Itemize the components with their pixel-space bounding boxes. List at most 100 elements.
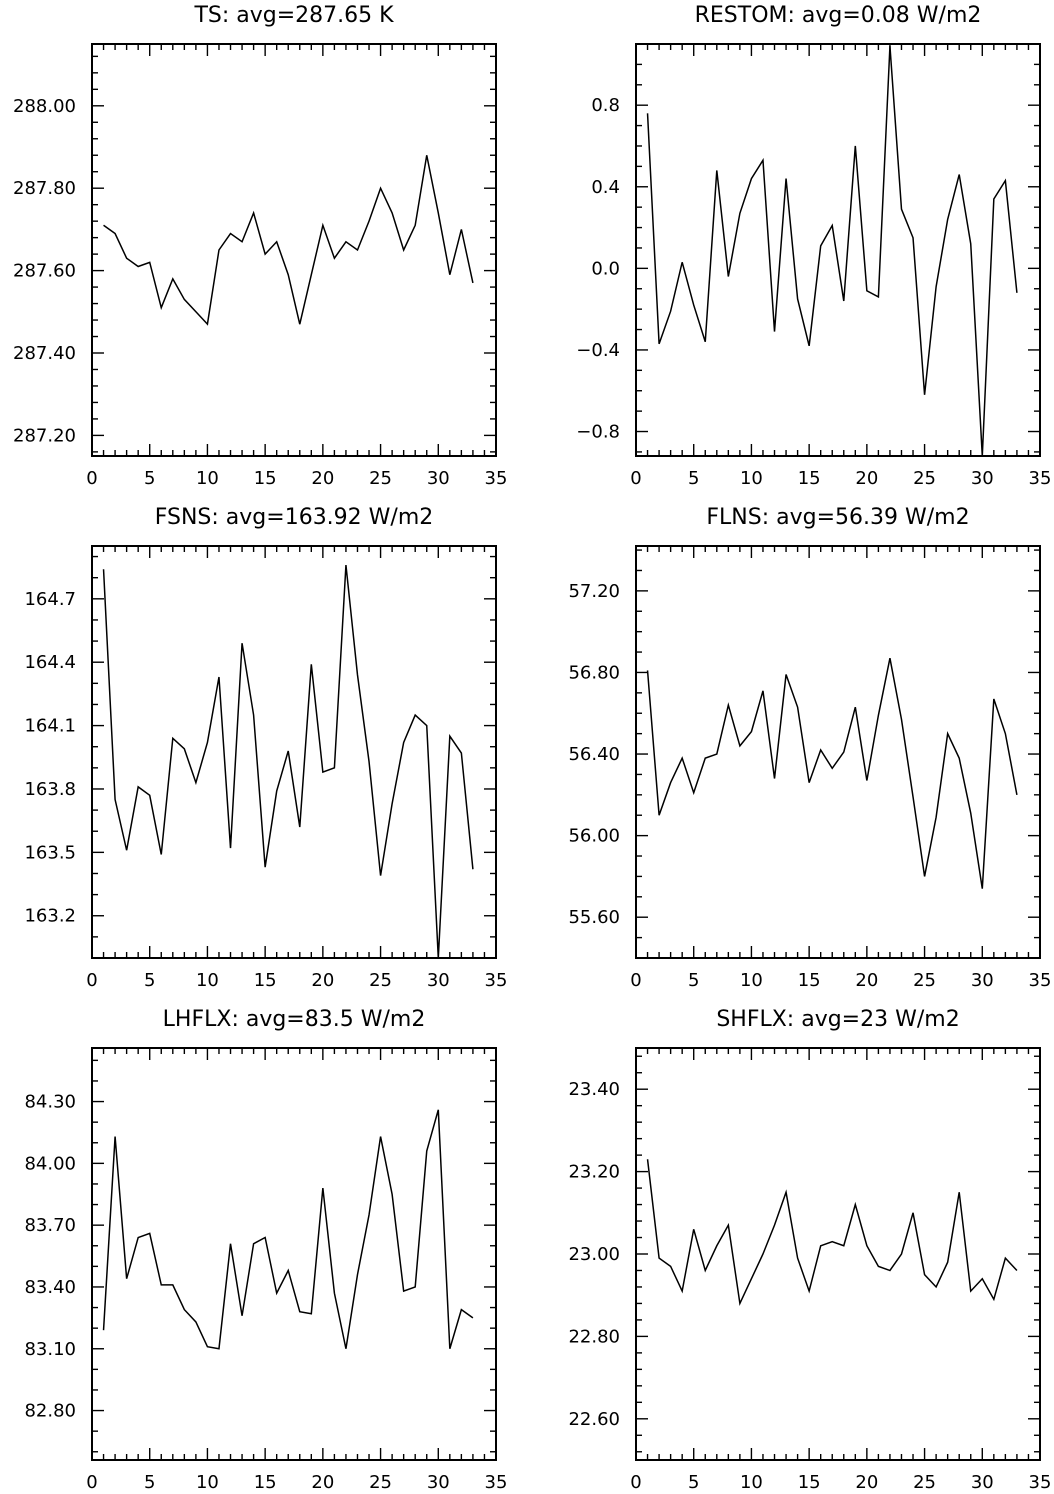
x-tick-label: 35: [1029, 468, 1052, 489]
plot-frame: [635, 1047, 1041, 1461]
y-tick-label: 23.40: [568, 1079, 620, 1100]
x-tick-label: 30: [427, 468, 450, 489]
x-tick-label: 10: [740, 970, 763, 991]
x-tick-label: 15: [798, 970, 821, 991]
plot-frame: [91, 545, 497, 959]
x-tick-label: 10: [196, 970, 219, 991]
x-tick-label: 25: [369, 1472, 392, 1493]
x-tick-label: 30: [971, 468, 994, 489]
x-tick-label: 10: [196, 1472, 219, 1493]
y-tick-label: 57.20: [568, 581, 620, 602]
y-tick-label: 22.60: [568, 1409, 620, 1430]
x-tick-label: 30: [427, 970, 450, 991]
x-tick-label: 10: [740, 468, 763, 489]
x-tick-label: 25: [913, 468, 936, 489]
series-line-0: [646, 45, 1018, 456]
y-tick-label: 84.00: [24, 1153, 76, 1174]
x-tick-label: 35: [1029, 1472, 1052, 1493]
x-tick-label: 0: [630, 1472, 641, 1493]
y-tick-label: −0.8: [576, 422, 620, 443]
y-tick-label: 22.80: [568, 1326, 620, 1347]
chart-panel-3: FLNS: avg=56.39 W/m2 0 5 10 15 20 25 30 35 55.60 5…: [568, 505, 1051, 991]
chart-title: FLNS: avg=56.39 W/m2: [706, 505, 969, 530]
y-tick-label: 0.4: [591, 177, 620, 198]
x-tick-label: 35: [485, 970, 508, 991]
x-tick-label: 10: [196, 468, 219, 489]
x-tick-label: 35: [485, 468, 508, 489]
x-tick-label: 5: [688, 1472, 699, 1493]
x-tick-label: 15: [254, 1472, 277, 1493]
y-tick-label: 287.60: [13, 261, 76, 282]
y-tick-label: −0.4: [576, 340, 620, 361]
x-tick-label: 20: [855, 468, 878, 489]
x-tick-label: 0: [86, 970, 97, 991]
x-tick-label: 5: [688, 970, 699, 991]
x-tick-label: 0: [86, 468, 97, 489]
x-tick-label: 25: [913, 1472, 936, 1493]
x-tick-label: 15: [798, 468, 821, 489]
y-tick-label: 164.7: [24, 589, 76, 610]
x-tick-label: 10: [740, 1472, 763, 1493]
x-tick-label: 15: [254, 970, 277, 991]
y-tick-label: 164.4: [24, 652, 76, 673]
x-tick-label: 35: [1029, 970, 1052, 991]
x-tick-label: 5: [144, 468, 155, 489]
plot-frame: [635, 545, 1041, 959]
x-tick-label: 0: [86, 1472, 97, 1493]
x-tick-label: 0: [630, 970, 641, 991]
series-line-0: [102, 564, 474, 958]
series-line-0: [646, 1159, 1018, 1307]
x-tick-label: 0: [630, 468, 641, 489]
y-tick-label: 163.5: [24, 842, 76, 863]
chart-panel-4: LHFLX: avg=83.5 W/m2 0 5 10 15 20 25 30 35 82.80 8…: [24, 1007, 507, 1493]
x-tick-label: 25: [369, 970, 392, 991]
x-tick-label: 20: [311, 468, 334, 489]
x-tick-label: 25: [913, 970, 936, 991]
chart-panel-0: TS: avg=287.65 K 0 5 10 15 20 25 30 35 287.20 287.…: [13, 3, 507, 489]
x-tick-label: 5: [144, 970, 155, 991]
y-tick-label: 287.40: [13, 343, 76, 364]
x-tick-label: 30: [971, 1472, 994, 1493]
series-line-0: [102, 1109, 474, 1350]
chart-panel-1: RESTOM: avg=0.08 W/m2 0 5 10 15 20 25 30 35 −0.8 −…: [576, 3, 1051, 489]
y-tick-label: 164.1: [24, 716, 76, 737]
plot-frame: [91, 43, 497, 457]
y-tick-label: 23.00: [568, 1244, 620, 1265]
series-line-0: [103, 155, 474, 326]
x-tick-label: 5: [144, 1472, 155, 1493]
x-tick-label: 5: [688, 468, 699, 489]
y-tick-label: 56.00: [568, 826, 620, 847]
x-tick-label: 30: [971, 970, 994, 991]
chart-panel-5: SHFLX: avg=23 W/m2 0 5 10 15 20 25 30 35 22.60 22.…: [568, 1007, 1051, 1493]
x-tick-label: 15: [798, 1472, 821, 1493]
chart-title: LHFLX: avg=83.5 W/m2: [163, 1007, 426, 1032]
chart-title: TS: avg=287.65 K: [193, 3, 394, 28]
x-tick-label: 20: [311, 970, 334, 991]
plot-frame: [635, 43, 1041, 457]
plot-frame: [91, 1047, 497, 1461]
y-tick-label: 56.40: [568, 744, 620, 765]
y-tick-label: 84.30: [24, 1092, 76, 1113]
y-tick-label: 82.80: [24, 1401, 76, 1422]
x-tick-label: 15: [254, 468, 277, 489]
y-tick-label: 56.80: [568, 662, 620, 683]
chart-title: RESTOM: avg=0.08 W/m2: [695, 3, 982, 28]
x-tick-label: 30: [427, 1472, 450, 1493]
y-tick-label: 163.2: [24, 906, 76, 927]
x-tick-label: 20: [855, 970, 878, 991]
chart-title: FSNS: avg=163.92 W/m2: [155, 505, 434, 530]
x-tick-label: 20: [855, 1472, 878, 1493]
x-tick-label: 35: [485, 1472, 508, 1493]
x-tick-label: 20: [311, 1472, 334, 1493]
chart-title: SHFLX: avg=23 W/m2: [716, 1007, 959, 1032]
y-tick-label: 163.8: [24, 779, 76, 800]
y-tick-label: 287.80: [13, 178, 76, 199]
y-tick-label: 83.40: [24, 1277, 76, 1298]
y-tick-label: 83.10: [24, 1339, 76, 1360]
y-tick-label: 83.70: [24, 1215, 76, 1236]
y-tick-label: 288.00: [13, 96, 76, 117]
chart-panel-2: FSNS: avg=163.92 W/m2 0 5 10 15 20 25 30 35 163.2…: [24, 505, 507, 991]
y-tick-label: 0.0: [591, 258, 620, 279]
y-tick-label: 23.20: [568, 1162, 620, 1183]
